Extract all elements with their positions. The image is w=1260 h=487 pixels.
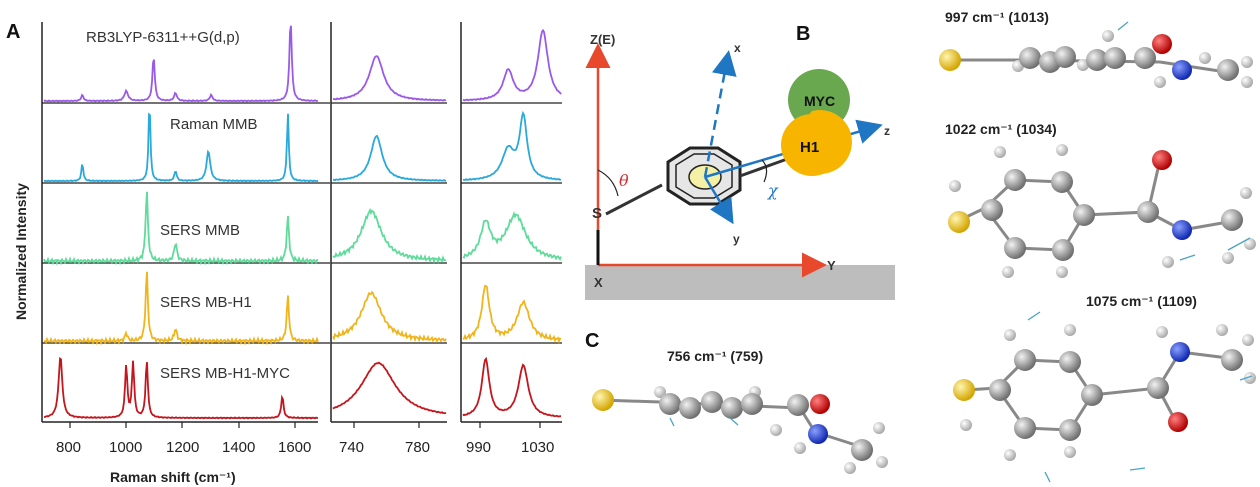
spectrum-line bbox=[332, 207, 447, 265]
ring-h1-bond bbox=[739, 156, 791, 178]
mol-y-label: y bbox=[733, 232, 740, 246]
spectrum-line bbox=[43, 191, 318, 266]
spectra-traces bbox=[43, 25, 562, 420]
chi-arc bbox=[761, 159, 768, 183]
mode-label-1075: 1075 cm⁻¹ (1109) bbox=[1086, 293, 1197, 309]
spectrum-line bbox=[463, 110, 562, 181]
mol-y-axis bbox=[703, 176, 734, 225]
panel-b-label: B bbox=[796, 23, 810, 45]
molecule-997 bbox=[939, 30, 1253, 88]
spectrum-line bbox=[462, 356, 562, 418]
trace-label-rb3lyp: RB3LYP-6311++G(d,p) bbox=[86, 29, 240, 46]
panel-c-label: C bbox=[585, 330, 599, 352]
benzene-inner bbox=[675, 153, 733, 199]
mol-x-label: x bbox=[734, 41, 741, 55]
mol-x-axis bbox=[703, 50, 737, 178]
x-axis-label-b: X bbox=[594, 275, 603, 290]
tick-label: 1200 bbox=[166, 439, 199, 456]
tick-label: 1400 bbox=[222, 439, 255, 456]
main-x-ticks bbox=[69, 422, 541, 428]
sulfur-label: S bbox=[592, 205, 602, 222]
theta-label: θ bbox=[619, 171, 629, 190]
trace-label-raman-mmb: Raman MMB bbox=[170, 116, 258, 133]
y-axis-label: Normalized Intensity bbox=[13, 183, 29, 320]
mode-label-997: 997 cm⁻¹ (1013) bbox=[945, 9, 1049, 25]
myc-label: MYC bbox=[804, 93, 835, 109]
tick-label: 1000 bbox=[109, 439, 142, 456]
displacement-vectors bbox=[669, 21, 1253, 483]
main-spectra-frame bbox=[41, 22, 562, 423]
z-axis-label: Z(E) bbox=[590, 32, 615, 47]
mode-label-1022: 1022 cm⁻¹ (1034) bbox=[945, 121, 1057, 137]
molecule-1022 bbox=[948, 144, 1256, 278]
spectrum-line bbox=[44, 357, 319, 420]
spectrum-line bbox=[332, 361, 447, 415]
spectrum-line bbox=[462, 28, 562, 102]
spectrum-line bbox=[43, 25, 319, 103]
spectrum-line bbox=[332, 134, 447, 182]
s-ring-bond bbox=[605, 183, 663, 216]
trace-label-sers-mb-h1: SERS MB-H1 bbox=[160, 294, 252, 311]
tick-label: 990 bbox=[466, 439, 491, 456]
tick-label: 1030 bbox=[521, 439, 554, 456]
y-axis-label-b: Y bbox=[827, 258, 836, 273]
x-axis-label: Raman shift (cm⁻¹) bbox=[110, 469, 236, 485]
spectrum-line bbox=[332, 55, 447, 102]
chi-label: χ bbox=[767, 181, 779, 200]
mol-z-label: z bbox=[884, 124, 890, 138]
h1-label: H1 bbox=[800, 139, 819, 156]
trace-baselines bbox=[42, 102, 562, 344]
h1-blob bbox=[781, 114, 843, 176]
molecule-1075 bbox=[953, 324, 1256, 461]
trace-label-sers-mb-h1-myc: SERS MB-H1-MYC bbox=[160, 365, 290, 382]
spectrum-line bbox=[462, 211, 562, 261]
spectrum-line bbox=[332, 290, 447, 344]
spectrum-line bbox=[43, 112, 319, 183]
trace-label-sers-mmb: SERS MMB bbox=[160, 222, 240, 239]
tick-label: 1600 bbox=[278, 439, 311, 456]
tick-label: 740 bbox=[339, 439, 364, 456]
tick-label: 780 bbox=[405, 439, 430, 456]
molecule-756 bbox=[592, 386, 888, 474]
theta-arc bbox=[597, 169, 619, 197]
mode-label-756: 756 cm⁻¹ (759) bbox=[667, 348, 763, 364]
spectrum-line bbox=[43, 271, 319, 346]
substrate bbox=[585, 265, 895, 300]
tick-label: 800 bbox=[56, 439, 81, 456]
main-x-tick-labels: 800 1000 1200 1400 1600 740 780 990 1030 bbox=[56, 439, 554, 456]
panel-a-label: A bbox=[6, 21, 20, 43]
spectrum-line bbox=[462, 284, 562, 345]
